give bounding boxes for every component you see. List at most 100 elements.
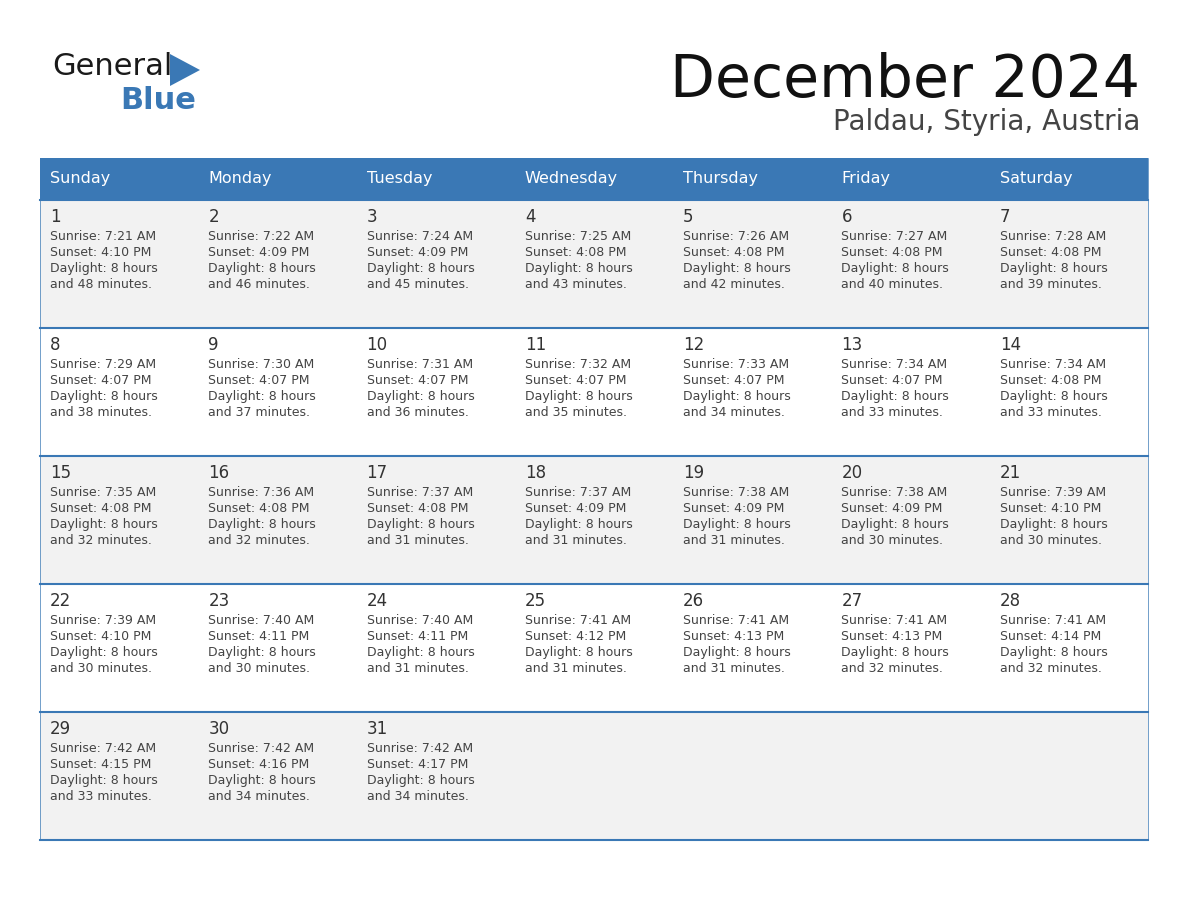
- Text: 1: 1: [50, 208, 61, 226]
- Text: and 48 minutes.: and 48 minutes.: [50, 278, 152, 291]
- Text: and 32 minutes.: and 32 minutes.: [841, 662, 943, 675]
- Text: Daylight: 8 hours: Daylight: 8 hours: [683, 390, 791, 403]
- Text: Sunrise: 7:28 AM: Sunrise: 7:28 AM: [1000, 230, 1106, 243]
- Text: 26: 26: [683, 592, 704, 610]
- Text: 5: 5: [683, 208, 694, 226]
- Text: Sunrise: 7:39 AM: Sunrise: 7:39 AM: [1000, 486, 1106, 499]
- Text: and 31 minutes.: and 31 minutes.: [367, 662, 468, 675]
- Text: Sunset: 4:07 PM: Sunset: 4:07 PM: [367, 374, 468, 387]
- Text: Sunset: 4:08 PM: Sunset: 4:08 PM: [50, 502, 152, 515]
- Text: 12: 12: [683, 336, 704, 354]
- Text: Daylight: 8 hours: Daylight: 8 hours: [841, 262, 949, 275]
- Text: and 46 minutes.: and 46 minutes.: [208, 278, 310, 291]
- Text: Daylight: 8 hours: Daylight: 8 hours: [50, 646, 158, 659]
- Text: General: General: [52, 52, 172, 81]
- Text: Sunrise: 7:42 AM: Sunrise: 7:42 AM: [208, 742, 315, 755]
- Text: Sunset: 4:11 PM: Sunset: 4:11 PM: [367, 630, 468, 643]
- Text: 2: 2: [208, 208, 219, 226]
- Text: Daylight: 8 hours: Daylight: 8 hours: [683, 518, 791, 531]
- Text: Daylight: 8 hours: Daylight: 8 hours: [50, 774, 158, 787]
- Text: Sunset: 4:14 PM: Sunset: 4:14 PM: [1000, 630, 1101, 643]
- Text: Sunrise: 7:34 AM: Sunrise: 7:34 AM: [841, 358, 948, 371]
- Text: Tuesday: Tuesday: [367, 172, 432, 186]
- Text: Sunrise: 7:33 AM: Sunrise: 7:33 AM: [683, 358, 789, 371]
- Text: 23: 23: [208, 592, 229, 610]
- Text: Sunrise: 7:21 AM: Sunrise: 7:21 AM: [50, 230, 156, 243]
- Text: Sunset: 4:09 PM: Sunset: 4:09 PM: [841, 502, 943, 515]
- Text: and 42 minutes.: and 42 minutes.: [683, 278, 785, 291]
- Text: Wednesday: Wednesday: [525, 172, 618, 186]
- Text: Sunrise: 7:41 AM: Sunrise: 7:41 AM: [841, 614, 948, 627]
- Text: Sunrise: 7:42 AM: Sunrise: 7:42 AM: [50, 742, 156, 755]
- Text: Daylight: 8 hours: Daylight: 8 hours: [1000, 262, 1107, 275]
- Text: Daylight: 8 hours: Daylight: 8 hours: [50, 262, 158, 275]
- Text: Daylight: 8 hours: Daylight: 8 hours: [208, 518, 316, 531]
- Text: Sunrise: 7:37 AM: Sunrise: 7:37 AM: [525, 486, 631, 499]
- Text: Saturday: Saturday: [1000, 172, 1073, 186]
- Text: Sunrise: 7:41 AM: Sunrise: 7:41 AM: [525, 614, 631, 627]
- Polygon shape: [170, 54, 200, 86]
- Text: Sunrise: 7:36 AM: Sunrise: 7:36 AM: [208, 486, 315, 499]
- Text: Sunrise: 7:42 AM: Sunrise: 7:42 AM: [367, 742, 473, 755]
- Text: Daylight: 8 hours: Daylight: 8 hours: [208, 774, 316, 787]
- Text: and 40 minutes.: and 40 minutes.: [841, 278, 943, 291]
- Text: and 37 minutes.: and 37 minutes.: [208, 406, 310, 419]
- Text: and 31 minutes.: and 31 minutes.: [525, 534, 627, 547]
- Text: Daylight: 8 hours: Daylight: 8 hours: [50, 390, 158, 403]
- Text: Daylight: 8 hours: Daylight: 8 hours: [367, 518, 474, 531]
- Text: Sunrise: 7:41 AM: Sunrise: 7:41 AM: [683, 614, 789, 627]
- Text: and 31 minutes.: and 31 minutes.: [367, 534, 468, 547]
- Text: Sunset: 4:08 PM: Sunset: 4:08 PM: [683, 246, 784, 259]
- Bar: [40, 712, 1148, 840]
- Text: Sunset: 4:08 PM: Sunset: 4:08 PM: [841, 246, 943, 259]
- Text: Sunrise: 7:27 AM: Sunrise: 7:27 AM: [841, 230, 948, 243]
- Text: Daylight: 8 hours: Daylight: 8 hours: [683, 646, 791, 659]
- Text: Daylight: 8 hours: Daylight: 8 hours: [683, 262, 791, 275]
- Text: 24: 24: [367, 592, 387, 610]
- Text: Sunset: 4:11 PM: Sunset: 4:11 PM: [208, 630, 310, 643]
- Text: Sunset: 4:08 PM: Sunset: 4:08 PM: [525, 246, 626, 259]
- Text: Sunset: 4:07 PM: Sunset: 4:07 PM: [50, 374, 152, 387]
- Text: Sunrise: 7:32 AM: Sunrise: 7:32 AM: [525, 358, 631, 371]
- Text: Sunrise: 7:31 AM: Sunrise: 7:31 AM: [367, 358, 473, 371]
- Text: and 30 minutes.: and 30 minutes.: [208, 662, 310, 675]
- Text: Sunset: 4:17 PM: Sunset: 4:17 PM: [367, 758, 468, 771]
- Text: and 33 minutes.: and 33 minutes.: [841, 406, 943, 419]
- Text: Sunset: 4:12 PM: Sunset: 4:12 PM: [525, 630, 626, 643]
- Text: and 30 minutes.: and 30 minutes.: [1000, 534, 1101, 547]
- Text: Daylight: 8 hours: Daylight: 8 hours: [367, 646, 474, 659]
- Text: Sunset: 4:07 PM: Sunset: 4:07 PM: [841, 374, 943, 387]
- Text: Sunset: 4:13 PM: Sunset: 4:13 PM: [841, 630, 943, 643]
- Text: Daylight: 8 hours: Daylight: 8 hours: [50, 518, 158, 531]
- Text: Sunset: 4:08 PM: Sunset: 4:08 PM: [367, 502, 468, 515]
- Text: Sunset: 4:10 PM: Sunset: 4:10 PM: [50, 630, 151, 643]
- Text: 6: 6: [841, 208, 852, 226]
- Text: Thursday: Thursday: [683, 172, 758, 186]
- Text: 15: 15: [50, 464, 71, 482]
- Text: Daylight: 8 hours: Daylight: 8 hours: [367, 774, 474, 787]
- Text: 30: 30: [208, 720, 229, 738]
- Text: 3: 3: [367, 208, 378, 226]
- Bar: [40, 456, 1148, 584]
- Text: Daylight: 8 hours: Daylight: 8 hours: [841, 646, 949, 659]
- Text: and 45 minutes.: and 45 minutes.: [367, 278, 468, 291]
- Text: 31: 31: [367, 720, 387, 738]
- Text: Daylight: 8 hours: Daylight: 8 hours: [367, 262, 474, 275]
- Text: and 33 minutes.: and 33 minutes.: [50, 790, 152, 803]
- Text: Sunrise: 7:29 AM: Sunrise: 7:29 AM: [50, 358, 156, 371]
- Text: December 2024: December 2024: [670, 52, 1140, 109]
- Text: 13: 13: [841, 336, 862, 354]
- Text: and 33 minutes.: and 33 minutes.: [1000, 406, 1101, 419]
- Text: Daylight: 8 hours: Daylight: 8 hours: [1000, 518, 1107, 531]
- Text: Sunrise: 7:40 AM: Sunrise: 7:40 AM: [208, 614, 315, 627]
- Text: Paldau, Styria, Austria: Paldau, Styria, Austria: [833, 108, 1140, 136]
- Text: 25: 25: [525, 592, 546, 610]
- Text: 14: 14: [1000, 336, 1020, 354]
- Text: 28: 28: [1000, 592, 1020, 610]
- Text: 17: 17: [367, 464, 387, 482]
- Bar: [40, 584, 1148, 712]
- Text: 8: 8: [50, 336, 61, 354]
- Text: Sunset: 4:09 PM: Sunset: 4:09 PM: [208, 246, 310, 259]
- Text: Sunset: 4:07 PM: Sunset: 4:07 PM: [525, 374, 626, 387]
- Text: and 38 minutes.: and 38 minutes.: [50, 406, 152, 419]
